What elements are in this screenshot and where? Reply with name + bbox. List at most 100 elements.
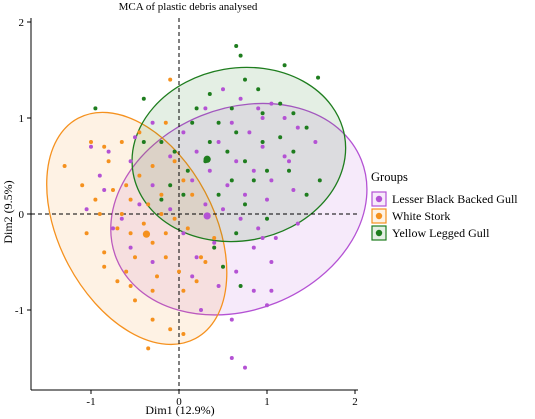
- point-yellow-legged-gull: [216, 192, 221, 197]
- point-yellow-legged-gull: [291, 149, 296, 154]
- point-white-stork: [199, 255, 203, 260]
- point-lesser-black-backed-gull: [265, 303, 269, 308]
- point-lesser-black-backed-gull: [251, 288, 256, 293]
- point-lesser-black-backed-gull: [150, 120, 155, 125]
- point-yellow-legged-gull: [141, 140, 146, 144]
- point-lesser-black-backed-gull: [150, 183, 155, 188]
- point-white-stork: [212, 236, 217, 240]
- point-yellow-legged-gull: [265, 216, 269, 221]
- point-white-stork: [159, 212, 164, 216]
- point-lesser-black-backed-gull: [313, 140, 318, 144]
- point-lesser-black-backed-gull: [216, 140, 221, 144]
- point-yellow-legged-gull: [181, 192, 186, 197]
- point-yellow-legged-gull: [159, 140, 164, 144]
- point-lesser-black-backed-gull: [190, 178, 195, 183]
- point-yellow-legged-gull: [317, 178, 322, 183]
- point-lesser-black-backed-gull: [243, 192, 247, 197]
- point-white-stork: [84, 231, 89, 236]
- point-lesser-black-backed-gull: [256, 226, 261, 231]
- point-white-stork: [80, 183, 85, 188]
- point-yellow-legged-gull: [243, 77, 247, 82]
- legend-key-dot: [375, 212, 383, 220]
- point-lesser-black-backed-gull: [190, 274, 195, 279]
- point-lesser-black-backed-gull: [102, 188, 107, 192]
- point-yellow-legged-gull: [229, 106, 234, 111]
- legend-key-dot: [375, 195, 383, 203]
- point-yellow-legged-gull: [291, 111, 296, 116]
- point-lesser-black-backed-gull: [238, 96, 243, 101]
- point-white-stork: [115, 279, 120, 284]
- point-lesser-black-backed-gull: [150, 260, 155, 264]
- x-tick-label: 0: [176, 396, 182, 408]
- point-lesser-black-backed-gull: [291, 188, 296, 192]
- point-lesser-black-backed-gull: [203, 202, 208, 207]
- point-white-stork: [119, 140, 124, 144]
- point-white-stork: [137, 173, 142, 178]
- y-tick-label: 2: [19, 17, 25, 29]
- point-yellow-legged-gull: [278, 101, 283, 106]
- point-white-stork: [146, 202, 151, 207]
- point-white-stork: [89, 140, 93, 144]
- point-lesser-black-backed-gull: [265, 197, 269, 202]
- point-lesser-black-backed-gull: [238, 216, 243, 221]
- point-white-stork: [102, 264, 107, 269]
- ellipse-white-stork: [46, 111, 228, 346]
- legend-item-yellow-legged-gull: Yellow Legged Gull: [371, 225, 490, 241]
- point-yellow-legged-gull: [260, 140, 265, 144]
- point-yellow-legged-gull: [304, 125, 309, 130]
- point-white-stork: [141, 221, 146, 226]
- point-white-stork: [181, 332, 186, 336]
- point-white-stork: [133, 298, 137, 303]
- point-yellow-legged-gull: [234, 231, 239, 236]
- centroid-white-stork: [142, 230, 151, 238]
- ellipse-yellow-legged-gull: [131, 66, 347, 243]
- point-yellow-legged-gull: [243, 202, 247, 207]
- point-white-stork: [150, 317, 155, 322]
- group-centroids: [142, 155, 211, 238]
- legend-title: Groups: [371, 170, 408, 184]
- point-white-stork: [150, 288, 155, 293]
- y-axis-ticks: -1 0 1 2: [15, 17, 31, 317]
- point-white-stork: [102, 144, 107, 149]
- point-white-stork: [203, 260, 208, 264]
- point-yellow-legged-gull: [221, 264, 225, 269]
- point-white-stork: [181, 288, 186, 293]
- point-yellow-legged-gull: [212, 245, 217, 250]
- legend: Groups Lesser Black Backed Gull White Sto…: [371, 170, 518, 241]
- point-yellow-legged-gull: [159, 197, 164, 202]
- point-lesser-black-backed-gull: [168, 207, 173, 212]
- point-white-stork: [172, 216, 177, 221]
- x-tick-label: -1: [86, 396, 95, 408]
- point-white-stork: [181, 178, 186, 183]
- point-white-stork: [150, 164, 155, 168]
- point-yellow-legged-gull: [234, 44, 239, 48]
- point-lesser-black-backed-gull: [128, 159, 133, 164]
- point-lesser-black-backed-gull: [181, 231, 186, 236]
- point-lesser-black-backed-gull: [106, 149, 111, 154]
- point-lesser-black-backed-gull: [243, 365, 247, 370]
- point-yellow-legged-gull: [234, 130, 239, 135]
- point-lesser-black-backed-gull: [256, 106, 261, 111]
- point-lesser-black-backed-gull: [269, 178, 274, 183]
- point-lesser-black-backed-gull: [251, 245, 256, 250]
- point-yellow-legged-gull: [304, 192, 309, 197]
- point-lesser-black-backed-gull: [260, 116, 265, 120]
- point-lesser-black-backed-gull: [229, 356, 234, 360]
- point-white-stork: [146, 346, 151, 351]
- point-white-stork: [124, 183, 129, 188]
- point-lesser-black-backed-gull: [97, 173, 102, 178]
- point-lesser-black-backed-gull: [221, 207, 225, 212]
- point-white-stork: [168, 77, 173, 82]
- point-lesser-black-backed-gull: [229, 317, 234, 322]
- legend-label: Lesser Black Backed Gull: [392, 192, 518, 206]
- point-lesser-black-backed-gull: [89, 144, 93, 149]
- confidence-ellipses: [46, 66, 368, 346]
- legend-item-lesser-black-backed-gull: Lesser Black Backed Gull: [371, 191, 518, 207]
- point-lesser-black-backed-gull: [234, 159, 239, 164]
- y-axis-label: Dim2 (9.5%): [1, 180, 15, 243]
- point-white-stork: [163, 255, 168, 260]
- point-lesser-black-backed-gull: [287, 159, 291, 164]
- point-white-stork: [62, 164, 67, 168]
- legend-item-white-stork: White Stork: [371, 208, 450, 224]
- centroid-lesser-black-backed-gull: [203, 212, 211, 220]
